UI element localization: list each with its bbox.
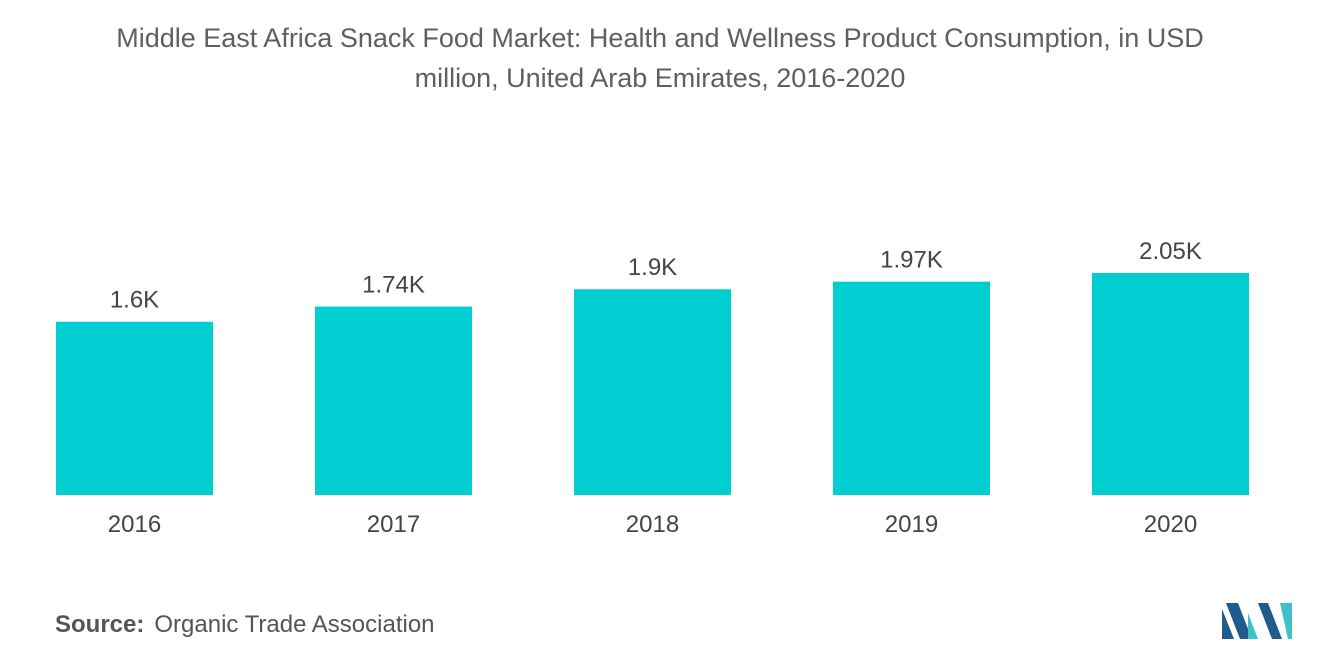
bar-chart: 1.6K 2016 1.74K 2017 1.9K 2018 1.97K 2019 2.05K 2… bbox=[56, 238, 1249, 538]
bar-2017 bbox=[315, 306, 472, 495]
source-text: Organic Trade Association bbox=[154, 611, 435, 638]
source-label: Source: bbox=[55, 611, 145, 638]
mordor-intelligence-logo-icon bbox=[1222, 603, 1292, 639]
data-label-2020: 2.05K bbox=[1139, 238, 1202, 265]
x-tick-label-2019: 2019 bbox=[885, 511, 938, 538]
data-label-2017: 1.74K bbox=[362, 272, 425, 299]
data-label-2019: 1.97K bbox=[880, 247, 943, 274]
x-tick-label-2017: 2017 bbox=[367, 511, 420, 538]
data-label-2016: 1.6K bbox=[110, 287, 159, 314]
x-tick-label-2018: 2018 bbox=[626, 511, 679, 538]
source-note: Source: Organic Trade Association bbox=[55, 611, 435, 639]
x-tick-label-2016: 2016 bbox=[108, 511, 161, 538]
x-tick-label-2020: 2020 bbox=[1144, 511, 1197, 538]
bar-2018 bbox=[574, 289, 731, 495]
chart-title-line-1: Middle East Africa Snack Food Market: He… bbox=[116, 23, 1204, 53]
bar-2019 bbox=[833, 281, 990, 495]
data-label-2018: 1.9K bbox=[628, 254, 677, 281]
bar-2020 bbox=[1092, 273, 1249, 495]
chart-title-line-2: million, United Arab Emirates, 2016-2020 bbox=[414, 63, 906, 93]
bar-2016 bbox=[56, 321, 213, 495]
chart-title: Middle East Africa Snack Food Market: He… bbox=[0, 18, 1320, 98]
